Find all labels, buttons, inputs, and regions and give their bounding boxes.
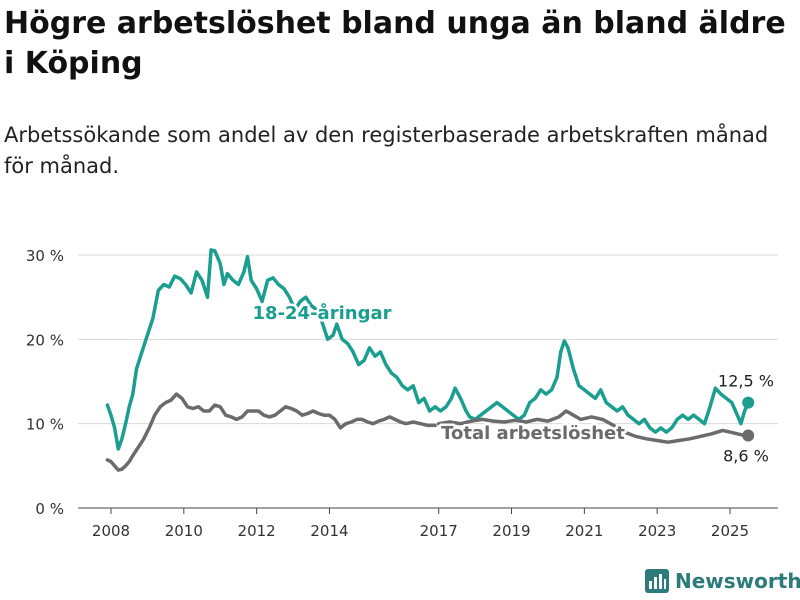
x-tick-label: 2017 (420, 522, 458, 540)
x-tick-label: 2023 (638, 522, 676, 540)
x-tick-label: 2012 (238, 522, 276, 540)
total-series-line (436, 409, 750, 444)
y-tick-label: 10 % (26, 416, 64, 434)
young-series-line (105, 248, 750, 451)
total-end-label: 8,6 % (723, 446, 769, 465)
x-tick-label: 2014 (310, 522, 348, 540)
total-series-label: Total arbetslöshet (441, 423, 625, 444)
young-end-point (742, 396, 755, 409)
x-tick-label: 2025 (711, 522, 749, 540)
newsworthy-logo: Newsworthy (645, 569, 800, 593)
series-lines (105, 248, 755, 472)
chart-labels: 12,5 % 8,6 % 18-24-åringar Total arbetslösh… (250, 300, 774, 466)
young-series-label: 18-24-åringar (253, 302, 392, 324)
y-tick-label: 30 % (26, 247, 64, 265)
x-tick-label: 2021 (565, 522, 603, 540)
x-tick-label: 2019 (492, 522, 530, 540)
bar-chart-icon (645, 569, 669, 593)
x-tick-label: 2010 (165, 522, 203, 540)
y-tick-label: 0 % (35, 500, 64, 518)
brand-name: Newsworthy (675, 569, 800, 593)
y-tick-label: 20 % (26, 331, 64, 349)
total-end-point (742, 429, 755, 442)
axes: 0 % 10 % 20 % 30 % 2008 2010 2012 2014 2017 2019 2… (26, 247, 778, 540)
chart-subtitle: Arbetssökande som andel av den registerb… (4, 123, 769, 178)
chart-title: Högre arbetslöshet bland unga än bland ä… (4, 6, 786, 81)
x-tick-label: 2008 (92, 522, 130, 540)
total-series-line (105, 392, 437, 472)
young-end-label: 12,5 % (718, 372, 774, 391)
